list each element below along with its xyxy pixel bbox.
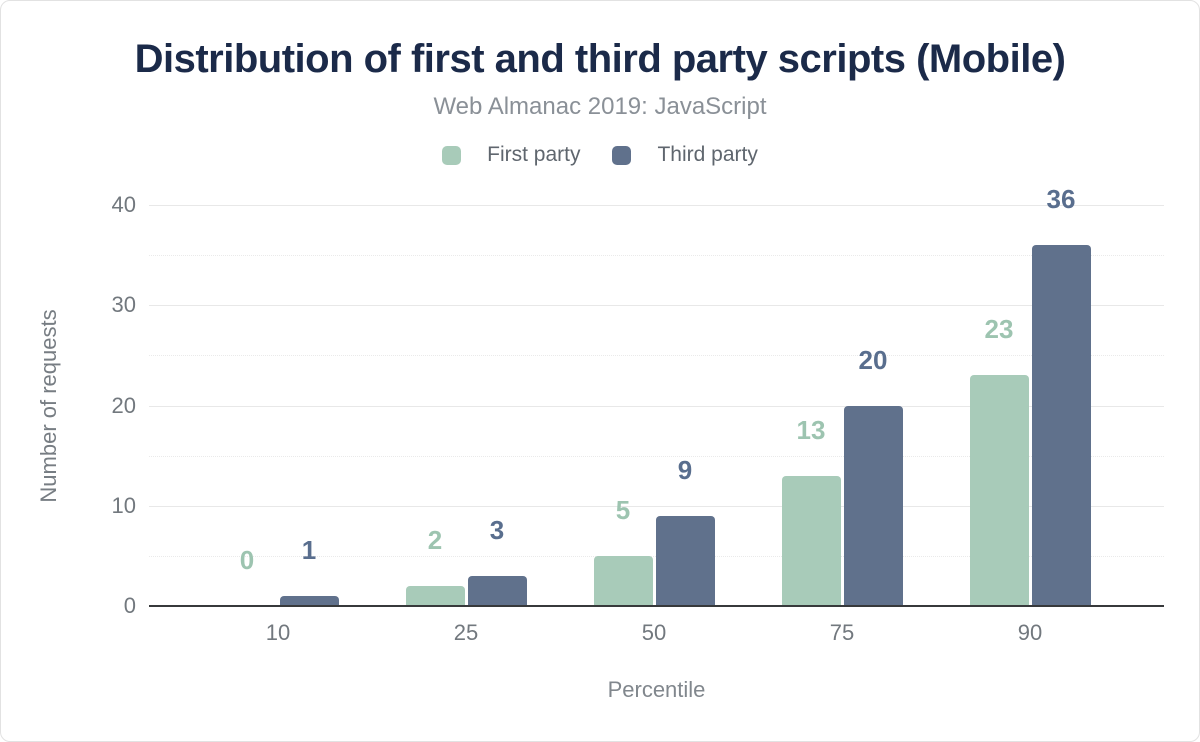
minor-gridline-25: [149, 355, 1164, 357]
y-axis-title: Number of requests: [36, 309, 61, 503]
major-gridline-10: [149, 505, 1164, 507]
value-label-first-party-p25: 2: [427, 524, 443, 555]
major-gridline-40: [149, 205, 1164, 206]
legend-label: Third party: [657, 143, 758, 166]
x-axis-title: Percentile: [607, 677, 706, 702]
bar-third-party-p90: 36: [1031, 185, 1091, 606]
x-tick-label-75: 75: [829, 620, 855, 645]
value-label-first-party-p10: 0: [239, 545, 255, 575]
value-label-first-party-p75: 13: [796, 414, 826, 445]
bar-third-party-p25: 3: [467, 516, 527, 606]
value-label-first-party-p50: 5: [615, 494, 631, 525]
legend-swatch-icon: [442, 145, 462, 165]
legend-swatch-icon: [612, 145, 632, 165]
value-label-third-party-p50: 9: [677, 454, 693, 485]
legend-item-first-party[interactable]: First party: [442, 143, 580, 167]
bar-first-party-p50: 5: [593, 496, 653, 606]
bar-third-party-p75: 20: [843, 346, 903, 606]
value-label-first-party-p90: 23: [984, 314, 1014, 345]
x-axis-line: [149, 605, 1164, 607]
x-tick-label-50: 50: [641, 620, 667, 645]
value-label-third-party-p10: 1: [301, 534, 317, 565]
bar-group-p75: 13 20: [748, 205, 936, 606]
chart-legend: First party Third party: [1, 143, 1199, 167]
y-tick-label-30: 30: [111, 292, 136, 318]
major-gridline-20: [149, 405, 1164, 407]
major-gridline-30: [149, 305, 1164, 307]
legend-label: First party: [487, 143, 581, 166]
y-tick-label-40: 40: [111, 192, 136, 217]
y-tick-label-20: 20: [111, 392, 136, 418]
bar-third-party-p50: 9: [655, 456, 715, 606]
value-label-third-party-p90: 36: [1046, 184, 1076, 215]
legend-item-third-party[interactable]: Third party: [612, 143, 758, 167]
bar-third-party-p10: 1: [279, 536, 339, 606]
chart-subtitle: Web Almanac 2019: JavaScript: [433, 93, 767, 120]
x-tick-label-90: 90: [1017, 620, 1043, 645]
x-tick-label-10: 10: [265, 620, 291, 645]
value-label-third-party-p25: 3: [489, 514, 505, 545]
bar-first-party-p75: 13: [781, 416, 841, 606]
minor-gridline-15: [149, 455, 1164, 457]
bar-first-party-p25: 2: [405, 526, 465, 606]
minor-gridline-35: [149, 255, 1164, 257]
bar-first-party-p90: 23: [969, 315, 1029, 606]
value-label-third-party-p75: 20: [858, 344, 888, 375]
y-tick-label-10: 10: [111, 492, 136, 518]
y-tick-label-0: 0: [123, 593, 136, 618]
bar-group-p90: 23 36: [936, 185, 1124, 606]
chart-title: Distribution of first and third party sc…: [134, 37, 1066, 81]
x-tick-label-25: 25: [453, 620, 479, 645]
plot-area: 0 1 2 3 5 9 13 20 23 36: [149, 185, 1164, 607]
